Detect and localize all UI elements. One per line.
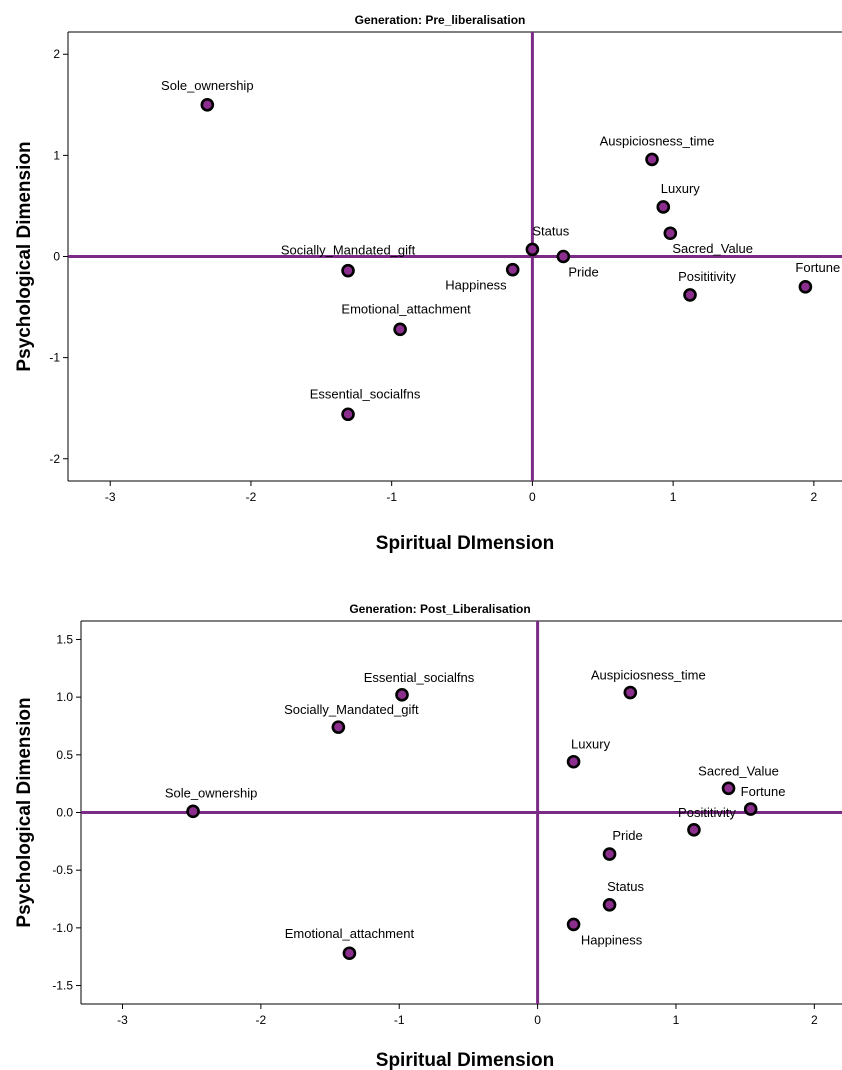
scatter-panel-2: Generation: Post_Liberalisation -3 -2 -1 0 1 2… [14,602,842,1070]
x-tick-label: -3 [117,1013,128,1027]
data-point [645,152,659,167]
data-point [566,754,581,769]
y-tick-label: 0 [53,250,60,264]
data-point [200,98,215,112]
x-tick-label: -1 [386,490,397,504]
y-axis-title: Psychological Dimension [14,697,35,927]
y-tick-label: 1 [53,148,60,162]
y-tick-label: 0.0 [56,806,73,820]
y-tick-label: 0.5 [56,748,73,762]
x-axis-title: Spiritual DImension [376,533,554,554]
data-point-label: Socially_Mandated_gift [284,702,419,717]
data-point-label: Fortune [795,260,840,275]
data-point [331,720,346,734]
y-tick-label: -0.5 [52,863,73,877]
data-point-label: Auspiciosness_time [591,668,706,683]
x-tick-label: -2 [246,490,257,504]
y-tick-label: 1.0 [56,690,73,704]
data-point-label: Socially_Mandated_gift [281,243,416,258]
data-point [342,946,357,961]
data-point [505,262,520,277]
y-tick-label: 1.5 [56,632,73,646]
data-point-label: Posititivity [678,805,736,820]
data-point [566,917,581,932]
x-tick-label: -3 [105,490,116,504]
data-point-label: Auspiciosness_time [600,133,715,148]
data-point-label: Luxury [661,181,701,196]
data-point [623,685,638,700]
data-point [341,263,355,278]
x-axis-title: Spiritual Dimension [376,1050,554,1070]
data-point-label: Pride [612,828,642,843]
data-point [602,847,617,861]
x-tick-label: 0 [529,490,536,504]
y-tick-label: -1.5 [52,979,73,993]
chart-title: Generation: Pre_liberalisation [355,13,526,27]
x-tick-label: 0 [534,1013,541,1027]
data-point [602,897,617,912]
x-tick-label: 1 [673,1013,680,1027]
x-tick-label: -1 [394,1013,405,1027]
data-point-label: Emotional_attachment [285,926,415,941]
data-point [186,804,200,819]
data-point-label: Fortune [741,784,786,799]
data-point-label: Emotional_attachment [341,301,471,316]
y-axis-title: Psychological Dimension [14,141,35,371]
y-tick-label: -1.0 [52,921,73,935]
data-point-label: Essential_socialfns [364,670,475,685]
data-point [393,322,407,337]
data-point [683,288,697,302]
data-point [687,823,701,837]
data-point-label: Sacred_Value [698,763,779,778]
chart-title: Generation: Post_Liberalisation [349,602,530,616]
y-tick-label: 2 [53,47,60,61]
data-point-label: Posititivity [678,269,736,284]
data-point-label: Status [532,223,569,238]
data-point [721,781,736,796]
data-point [743,802,758,816]
scatter-panel-1: Generation: Pre_liberalisation -3 -2 -1 0 1 2 -… [14,13,842,554]
data-point [556,249,571,264]
data-point-label: Status [607,879,644,894]
y-tick-label: -2 [49,452,60,466]
x-tick-label: 1 [670,490,677,504]
data-point [525,242,540,257]
data-point [663,226,678,241]
x-tick-label: 2 [811,1013,818,1027]
data-point [341,407,355,422]
data-point-label: Sacred_Value [672,241,753,256]
x-tick-label: -2 [256,1013,267,1027]
data-point-label: Pride [568,265,598,280]
data-point-label: Sole_ownership [165,785,258,800]
x-tick-label: 2 [811,490,818,504]
data-point-label: Happiness [581,932,643,947]
data-point-label: Sole_ownership [161,78,254,93]
data-point-label: Essential_socialfns [310,386,421,401]
data-point [798,280,813,294]
data-point [395,688,409,702]
data-point-label: Happiness [445,278,507,293]
data-point [656,200,671,214]
data-point-label: Luxury [571,737,611,752]
y-tick-label: -1 [49,351,60,365]
